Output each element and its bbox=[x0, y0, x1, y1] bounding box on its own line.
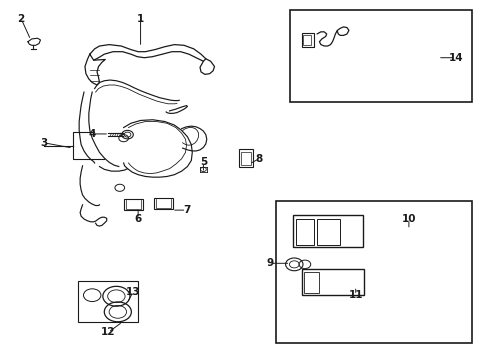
Text: 6: 6 bbox=[134, 214, 142, 224]
Bar bbox=[295, 219, 313, 244]
Bar bbox=[303, 35, 310, 45]
Text: 5: 5 bbox=[200, 157, 206, 167]
Text: 14: 14 bbox=[448, 53, 463, 63]
Bar bbox=[316, 219, 340, 244]
Bar bbox=[240, 152, 251, 165]
Text: 2: 2 bbox=[18, 14, 25, 24]
Text: 3: 3 bbox=[40, 138, 47, 148]
Text: 12: 12 bbox=[101, 327, 115, 337]
Text: 9: 9 bbox=[265, 258, 273, 268]
Bar bbox=[275, 201, 471, 343]
Bar bbox=[292, 215, 362, 247]
Text: 4: 4 bbox=[88, 129, 96, 139]
Bar bbox=[78, 281, 138, 323]
Bar bbox=[290, 10, 471, 102]
Text: 11: 11 bbox=[348, 290, 362, 300]
Bar bbox=[301, 269, 364, 295]
Text: 13: 13 bbox=[126, 287, 140, 297]
Bar bbox=[304, 272, 318, 293]
Bar bbox=[153, 198, 173, 209]
Bar bbox=[301, 33, 313, 47]
Text: 1: 1 bbox=[137, 14, 144, 24]
Bar bbox=[123, 199, 142, 210]
Text: 8: 8 bbox=[255, 154, 262, 164]
Text: 7: 7 bbox=[183, 205, 190, 215]
Text: 10: 10 bbox=[401, 214, 415, 224]
Bar bbox=[238, 149, 253, 167]
